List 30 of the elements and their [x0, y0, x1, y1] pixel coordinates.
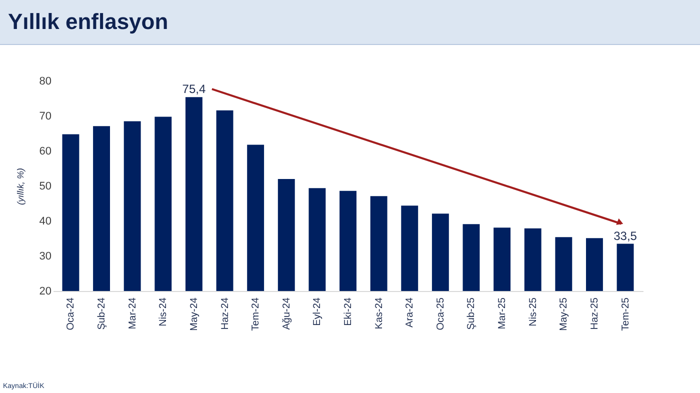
x-tick-label: May-25 — [558, 297, 570, 331]
chart-title: Yıllık enflasyon — [8, 9, 168, 35]
x-tick-label: Oca-25 — [435, 297, 446, 330]
y-tick-label: 50 — [39, 180, 52, 192]
data-label: 75,4 — [182, 82, 206, 96]
data-label: 33,5 — [614, 228, 638, 243]
x-tick-label: Mar-24 — [127, 297, 138, 330]
x-tick-label: Oca-24 — [66, 297, 77, 330]
x-tick-label: Kas-24 — [374, 297, 385, 330]
y-axis-title: (yıllık, %) — [15, 168, 26, 205]
y-tick-label: 70 — [39, 110, 52, 122]
x-tick-label: Nis-25 — [528, 297, 539, 326]
x-tick-label: Haz-24 — [220, 297, 231, 330]
x-tick-label: Nis-24 — [158, 297, 170, 326]
y-tick-label: 40 — [39, 216, 52, 228]
x-tick-label: Mar-25 — [497, 297, 508, 330]
x-tick-label: Tem-24 — [250, 297, 262, 331]
x-tick-label: May-24 — [188, 297, 200, 331]
x-tick-label: Şub-25 — [466, 297, 478, 330]
y-tick-label: 30 — [39, 250, 52, 262]
x-tick-label: Ara-24 — [404, 297, 416, 328]
y-tick-label: 20 — [39, 286, 52, 298]
x-tick-label: Eyl-24 — [312, 297, 324, 326]
x-tick-label: Haz-25 — [589, 297, 600, 330]
y-tick-label: 80 — [39, 76, 52, 88]
x-tick-label: Eki-24 — [343, 297, 354, 326]
x-tick-label: Tem-25 — [620, 297, 632, 331]
x-tick-label: Ağu-24 — [281, 297, 292, 330]
y-tick-label: 60 — [39, 146, 52, 158]
x-tick-label: Şub-24 — [96, 297, 108, 330]
